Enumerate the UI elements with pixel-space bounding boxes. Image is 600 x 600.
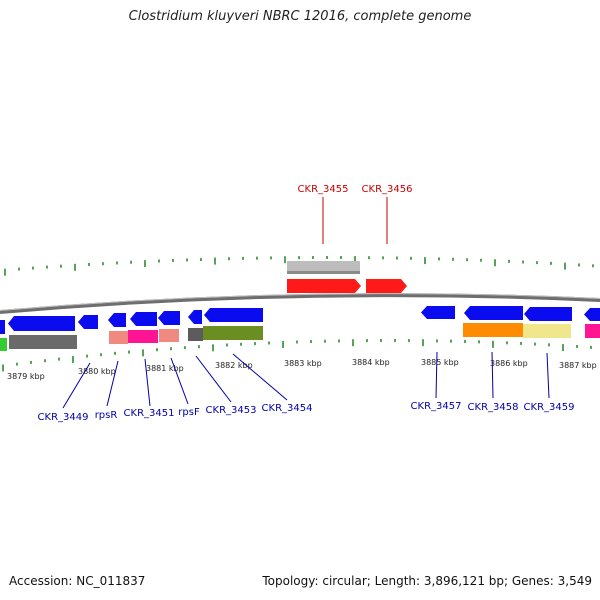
cog-bar-salmon <box>159 329 179 342</box>
cds-arrow-reverse[interactable] <box>108 313 126 327</box>
kbp-label: 3884 kbp <box>352 358 390 367</box>
cds-arrow-forward[interactable] <box>287 279 361 293</box>
gene-label[interactable]: CKR_3457 <box>411 401 462 412</box>
label-leader-line <box>435 351 438 399</box>
label-leader-line <box>170 357 189 405</box>
inner-tick-row <box>2 339 592 372</box>
genome-stats-text: Topology: circular; Length: 3,896,121 bp… <box>262 574 592 588</box>
gene-label[interactable]: rpsR <box>95 410 118 421</box>
cds-arrow-reverse[interactable] <box>8 316 75 331</box>
cog-bar-olive <box>203 326 263 340</box>
label-leader-line <box>546 352 550 399</box>
gene-label[interactable]: CKR_3449 <box>38 412 89 423</box>
label-leader-line <box>144 358 151 407</box>
label-leader-line <box>195 355 232 403</box>
gene-label[interactable]: CKR_3455 <box>298 184 349 195</box>
gene-label[interactable]: CKR_3451 <box>124 408 175 419</box>
cog-bar-gray <box>9 335 77 349</box>
outer-tick-row <box>4 256 594 276</box>
kbp-label: 3881 kbp <box>146 364 184 373</box>
forward-strand <box>287 261 407 293</box>
gene-label[interactable]: CKR_3458 <box>468 402 519 413</box>
reverse-strand <box>0 306 600 334</box>
kbp-label: 3885 kbp <box>421 358 459 367</box>
kbp-label: 3882 kbp <box>215 361 253 370</box>
kbp-label: 3879 kbp <box>7 372 45 381</box>
cds-arrow-reverse[interactable] <box>464 306 523 320</box>
genome-backbone-highlight <box>0 293 600 311</box>
cog-bar-salmon <box>109 331 128 344</box>
kbp-label: 3887 kbp <box>559 361 597 370</box>
kbp-labels: 3879 kbp 3880 kbp 3881 kbp 3882 kbp 3883… <box>7 358 597 381</box>
forward-gene-labels: CKR_3455 CKR_3456 <box>298 184 413 244</box>
label-leader-line <box>106 360 119 407</box>
cds-arrow-reverse[interactable] <box>78 315 98 329</box>
feature-bar-gray <box>287 261 360 274</box>
label-leader-line <box>62 362 91 409</box>
cds-arrow-reverse[interactable] <box>584 308 600 321</box>
cds-arrow-reverse[interactable] <box>188 310 202 324</box>
cog-bar-orange <box>463 323 523 337</box>
reverse-gene-labels: CKR_3449 rpsR CKR_3451 rpsF CKR_3453 CKR… <box>38 351 575 423</box>
gene-label[interactable]: rpsF <box>178 407 200 418</box>
cog-bar-khaki <box>523 324 571 338</box>
cog-bar-pink <box>585 324 600 338</box>
cog-bar-darkgray <box>188 328 203 341</box>
cds-arrow-reverse[interactable] <box>158 311 180 325</box>
kbp-label: 3883 kbp <box>284 359 322 368</box>
reverse-cog-bars <box>0 323 600 351</box>
map-title: Clostridium kluyveri NBRC 12016, complet… <box>128 9 472 24</box>
gene-label[interactable]: CKR_3454 <box>262 403 313 414</box>
cds-arrow-forward[interactable] <box>366 279 407 293</box>
accession-text: Accession: NC_011837 <box>9 574 146 588</box>
cog-bar-magenta <box>128 330 158 343</box>
cds-arrow-reverse[interactable] <box>421 306 455 319</box>
gene-label[interactable]: CKR_3456 <box>362 184 413 195</box>
cds-arrow-reverse[interactable] <box>0 320 5 334</box>
cog-bar-green <box>0 338 7 351</box>
label-leader-line <box>491 351 494 399</box>
kbp-label: 3886 kbp <box>490 359 528 368</box>
cds-arrow-reverse[interactable] <box>204 308 263 322</box>
kbp-label: 3880 kbp <box>78 367 116 376</box>
cds-arrow-reverse[interactable] <box>130 312 157 326</box>
label-leader-line <box>232 353 288 401</box>
cds-arrow-reverse[interactable] <box>524 307 572 321</box>
feature-bar-gray-shadow <box>287 271 360 274</box>
gene-label[interactable]: CKR_3459 <box>524 402 575 413</box>
genome-backbone <box>0 293 600 314</box>
gene-label[interactable]: CKR_3453 <box>206 405 257 416</box>
